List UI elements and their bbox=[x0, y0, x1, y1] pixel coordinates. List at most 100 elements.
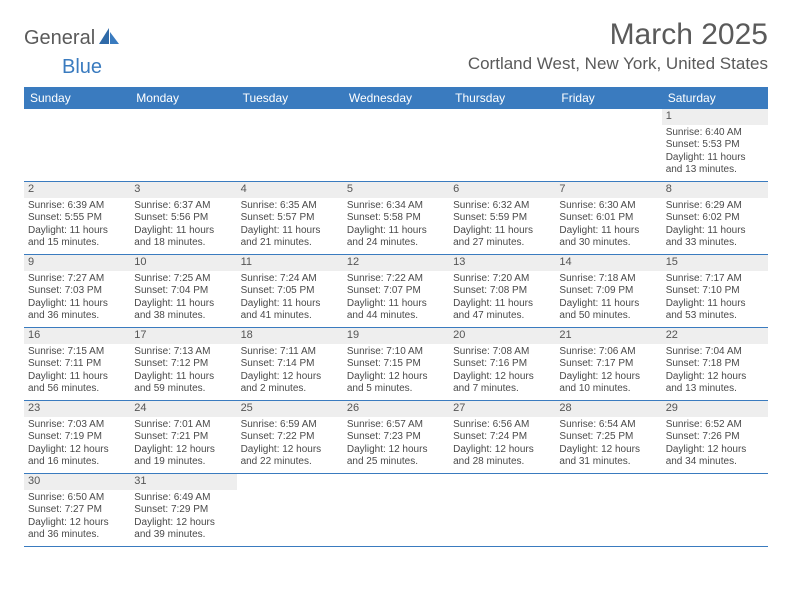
cell-content: Sunrise: 6:35 AMSunset: 5:57 PMDaylight:… bbox=[237, 200, 343, 253]
cell-content: Sunrise: 7:11 AMSunset: 7:14 PMDaylight:… bbox=[237, 346, 343, 399]
cell-content: Sunrise: 6:50 AMSunset: 7:27 PMDaylight:… bbox=[24, 492, 130, 545]
sunset-text: Sunset: 5:57 PM bbox=[241, 212, 339, 225]
calendar-cell: 31 Sunrise: 6:49 AMSunset: 7:29 PMDayligh… bbox=[130, 474, 236, 546]
sunrise-text: Sunrise: 7:24 AM bbox=[241, 273, 339, 286]
daylight-text: Daylight: 11 hours and 27 minutes. bbox=[453, 225, 551, 250]
sunrise-text: Sunrise: 6:59 AM bbox=[241, 419, 339, 432]
day-number: 28 bbox=[555, 401, 661, 417]
sunset-text: Sunset: 7:29 PM bbox=[134, 504, 232, 517]
cell-content: Sunrise: 6:29 AMSunset: 6:02 PMDaylight:… bbox=[662, 200, 768, 253]
day-number: 13 bbox=[449, 255, 555, 271]
calendar-cell: 30 Sunrise: 6:50 AMSunset: 7:27 PMDayligh… bbox=[24, 474, 130, 546]
sunset-text: Sunset: 7:08 PM bbox=[453, 285, 551, 298]
cell-content: Sunrise: 6:54 AMSunset: 7:25 PMDaylight:… bbox=[555, 419, 661, 472]
calendar-cell bbox=[24, 109, 130, 181]
sunset-text: Sunset: 7:16 PM bbox=[453, 358, 551, 371]
daylight-text: Daylight: 11 hours and 56 minutes. bbox=[28, 371, 126, 396]
calendar-cell: 15Sunrise: 7:17 AMSunset: 7:10 PMDayligh… bbox=[662, 255, 768, 327]
day-number: 9 bbox=[24, 255, 130, 271]
calendar-cell: 22 Sunrise: 7:04 AMSunset: 7:18 PMDayligh… bbox=[662, 328, 768, 400]
day-header: Wednesday bbox=[343, 87, 449, 109]
calendar-cell: 6Sunrise: 6:32 AMSunset: 5:59 PMDaylight… bbox=[449, 182, 555, 254]
calendar-cell: 13 Sunrise: 7:20 AMSunset: 7:08 PMDayligh… bbox=[449, 255, 555, 327]
calendar-cell bbox=[343, 474, 449, 546]
calendar-cell: 17Sunrise: 7:13 AMSunset: 7:12 PMDayligh… bbox=[130, 328, 236, 400]
calendar-cell: 16Sunrise: 7:15 AMSunset: 7:11 PMDayligh… bbox=[24, 328, 130, 400]
day-number: 30 bbox=[24, 474, 130, 490]
day-header: Monday bbox=[130, 87, 236, 109]
daylight-text: Daylight: 11 hours and 30 minutes. bbox=[559, 225, 657, 250]
calendar-cell bbox=[343, 109, 449, 181]
daylight-text: Daylight: 11 hours and 36 minutes. bbox=[28, 298, 126, 323]
calendar-cell: 2Sunrise: 6:39 AMSunset: 5:55 PMDaylight… bbox=[24, 182, 130, 254]
daylight-text: Daylight: 12 hours and 25 minutes. bbox=[347, 444, 445, 469]
sunrise-text: Sunrise: 7:20 AM bbox=[453, 273, 551, 286]
day-number: 23 bbox=[24, 401, 130, 417]
day-number: 24 bbox=[130, 401, 236, 417]
day-number: 12 bbox=[343, 255, 449, 271]
daylight-text: Daylight: 11 hours and 41 minutes. bbox=[241, 298, 339, 323]
daylight-text: Daylight: 12 hours and 28 minutes. bbox=[453, 444, 551, 469]
day-number: 4 bbox=[237, 182, 343, 198]
calendar-cell: 29Sunrise: 6:52 AMSunset: 7:26 PMDayligh… bbox=[662, 401, 768, 473]
sunset-text: Sunset: 7:24 PM bbox=[453, 431, 551, 444]
sunset-text: Sunset: 7:14 PM bbox=[241, 358, 339, 371]
sunset-text: Sunset: 7:09 PM bbox=[559, 285, 657, 298]
sunrise-text: Sunrise: 6:57 AM bbox=[347, 419, 445, 432]
calendar-cell: 18Sunrise: 7:11 AMSunset: 7:14 PMDayligh… bbox=[237, 328, 343, 400]
calendar-cell: 5Sunrise: 6:34 AMSunset: 5:58 PMDaylight… bbox=[343, 182, 449, 254]
day-number: 17 bbox=[130, 328, 236, 344]
cell-content: Sunrise: 7:20 AMSunset: 7:08 PMDaylight:… bbox=[449, 273, 555, 326]
cell-content: Sunrise: 6:56 AMSunset: 7:24 PMDaylight:… bbox=[449, 419, 555, 472]
daylight-text: Daylight: 12 hours and 39 minutes. bbox=[134, 517, 232, 542]
calendar-cell: 14Sunrise: 7:18 AMSunset: 7:09 PMDayligh… bbox=[555, 255, 661, 327]
month-year: March 2025 bbox=[468, 18, 768, 52]
cell-content: Sunrise: 7:17 AMSunset: 7:10 PMDaylight:… bbox=[662, 273, 768, 326]
day-header: Sunday bbox=[24, 87, 130, 109]
daylight-text: Daylight: 11 hours and 50 minutes. bbox=[559, 298, 657, 323]
sunrise-text: Sunrise: 7:22 AM bbox=[347, 273, 445, 286]
day-header: Friday bbox=[555, 87, 661, 109]
day-number: 16 bbox=[24, 328, 130, 344]
sunrise-text: Sunrise: 6:39 AM bbox=[28, 200, 126, 213]
day-header-row: SundayMondayTuesdayWednesdayThursdayFrid… bbox=[24, 87, 768, 109]
calendar-cell: 10Sunrise: 7:25 AMSunset: 7:04 PMDayligh… bbox=[130, 255, 236, 327]
sunrise-text: Sunrise: 7:06 AM bbox=[559, 346, 657, 359]
week-row: 23Sunrise: 7:03 AMSunset: 7:19 PMDayligh… bbox=[24, 401, 768, 474]
calendar-cell: 4 Sunrise: 6:35 AMSunset: 5:57 PMDaylight… bbox=[237, 182, 343, 254]
day-number: 22 bbox=[662, 328, 768, 344]
day-number: 31 bbox=[130, 474, 236, 490]
daylight-text: Daylight: 11 hours and 21 minutes. bbox=[241, 225, 339, 250]
cell-content: Sunrise: 6:40 AMSunset: 5:53 PMDaylight:… bbox=[662, 127, 768, 180]
day-number: 6 bbox=[449, 182, 555, 198]
sunset-text: Sunset: 7:17 PM bbox=[559, 358, 657, 371]
day-number: 8 bbox=[662, 182, 768, 198]
daylight-text: Daylight: 11 hours and 13 minutes. bbox=[666, 152, 764, 177]
weeks-container: 1Sunrise: 6:40 AMSunset: 5:53 PMDaylight… bbox=[24, 109, 768, 547]
calendar-cell: 3Sunrise: 6:37 AMSunset: 5:56 PMDaylight… bbox=[130, 182, 236, 254]
calendar-cell: 11Sunrise: 7:24 AMSunset: 7:05 PMDayligh… bbox=[237, 255, 343, 327]
sunrise-text: Sunrise: 7:04 AM bbox=[666, 346, 764, 359]
cell-content: Sunrise: 7:04 AMSunset: 7:18 PMDaylight:… bbox=[662, 346, 768, 399]
daylight-text: Daylight: 12 hours and 16 minutes. bbox=[28, 444, 126, 469]
sunset-text: Sunset: 7:19 PM bbox=[28, 431, 126, 444]
calendar-cell bbox=[237, 474, 343, 546]
daylight-text: Daylight: 12 hours and 36 minutes. bbox=[28, 517, 126, 542]
sunrise-text: Sunrise: 7:03 AM bbox=[28, 419, 126, 432]
day-number: 5 bbox=[343, 182, 449, 198]
cell-content: Sunrise: 7:25 AMSunset: 7:04 PMDaylight:… bbox=[130, 273, 236, 326]
calendar-cell: 27Sunrise: 6:56 AMSunset: 7:24 PMDayligh… bbox=[449, 401, 555, 473]
sunset-text: Sunset: 5:55 PM bbox=[28, 212, 126, 225]
sunset-text: Sunset: 5:53 PM bbox=[666, 139, 764, 152]
sunrise-text: Sunrise: 6:52 AM bbox=[666, 419, 764, 432]
cell-content: Sunrise: 7:03 AMSunset: 7:19 PMDaylight:… bbox=[24, 419, 130, 472]
cell-content: Sunrise: 7:06 AMSunset: 7:17 PMDaylight:… bbox=[555, 346, 661, 399]
sunrise-text: Sunrise: 7:01 AM bbox=[134, 419, 232, 432]
daylight-text: Daylight: 12 hours and 5 minutes. bbox=[347, 371, 445, 396]
sunrise-text: Sunrise: 7:27 AM bbox=[28, 273, 126, 286]
calendar-cell: 8 Sunrise: 6:29 AMSunset: 6:02 PMDaylight… bbox=[662, 182, 768, 254]
cell-content: Sunrise: 6:49 AMSunset: 7:29 PMDaylight:… bbox=[130, 492, 236, 545]
week-row: 1Sunrise: 6:40 AMSunset: 5:53 PMDaylight… bbox=[24, 109, 768, 182]
cell-content: Sunrise: 6:37 AMSunset: 5:56 PMDaylight:… bbox=[130, 200, 236, 253]
daylight-text: Daylight: 11 hours and 18 minutes. bbox=[134, 225, 232, 250]
